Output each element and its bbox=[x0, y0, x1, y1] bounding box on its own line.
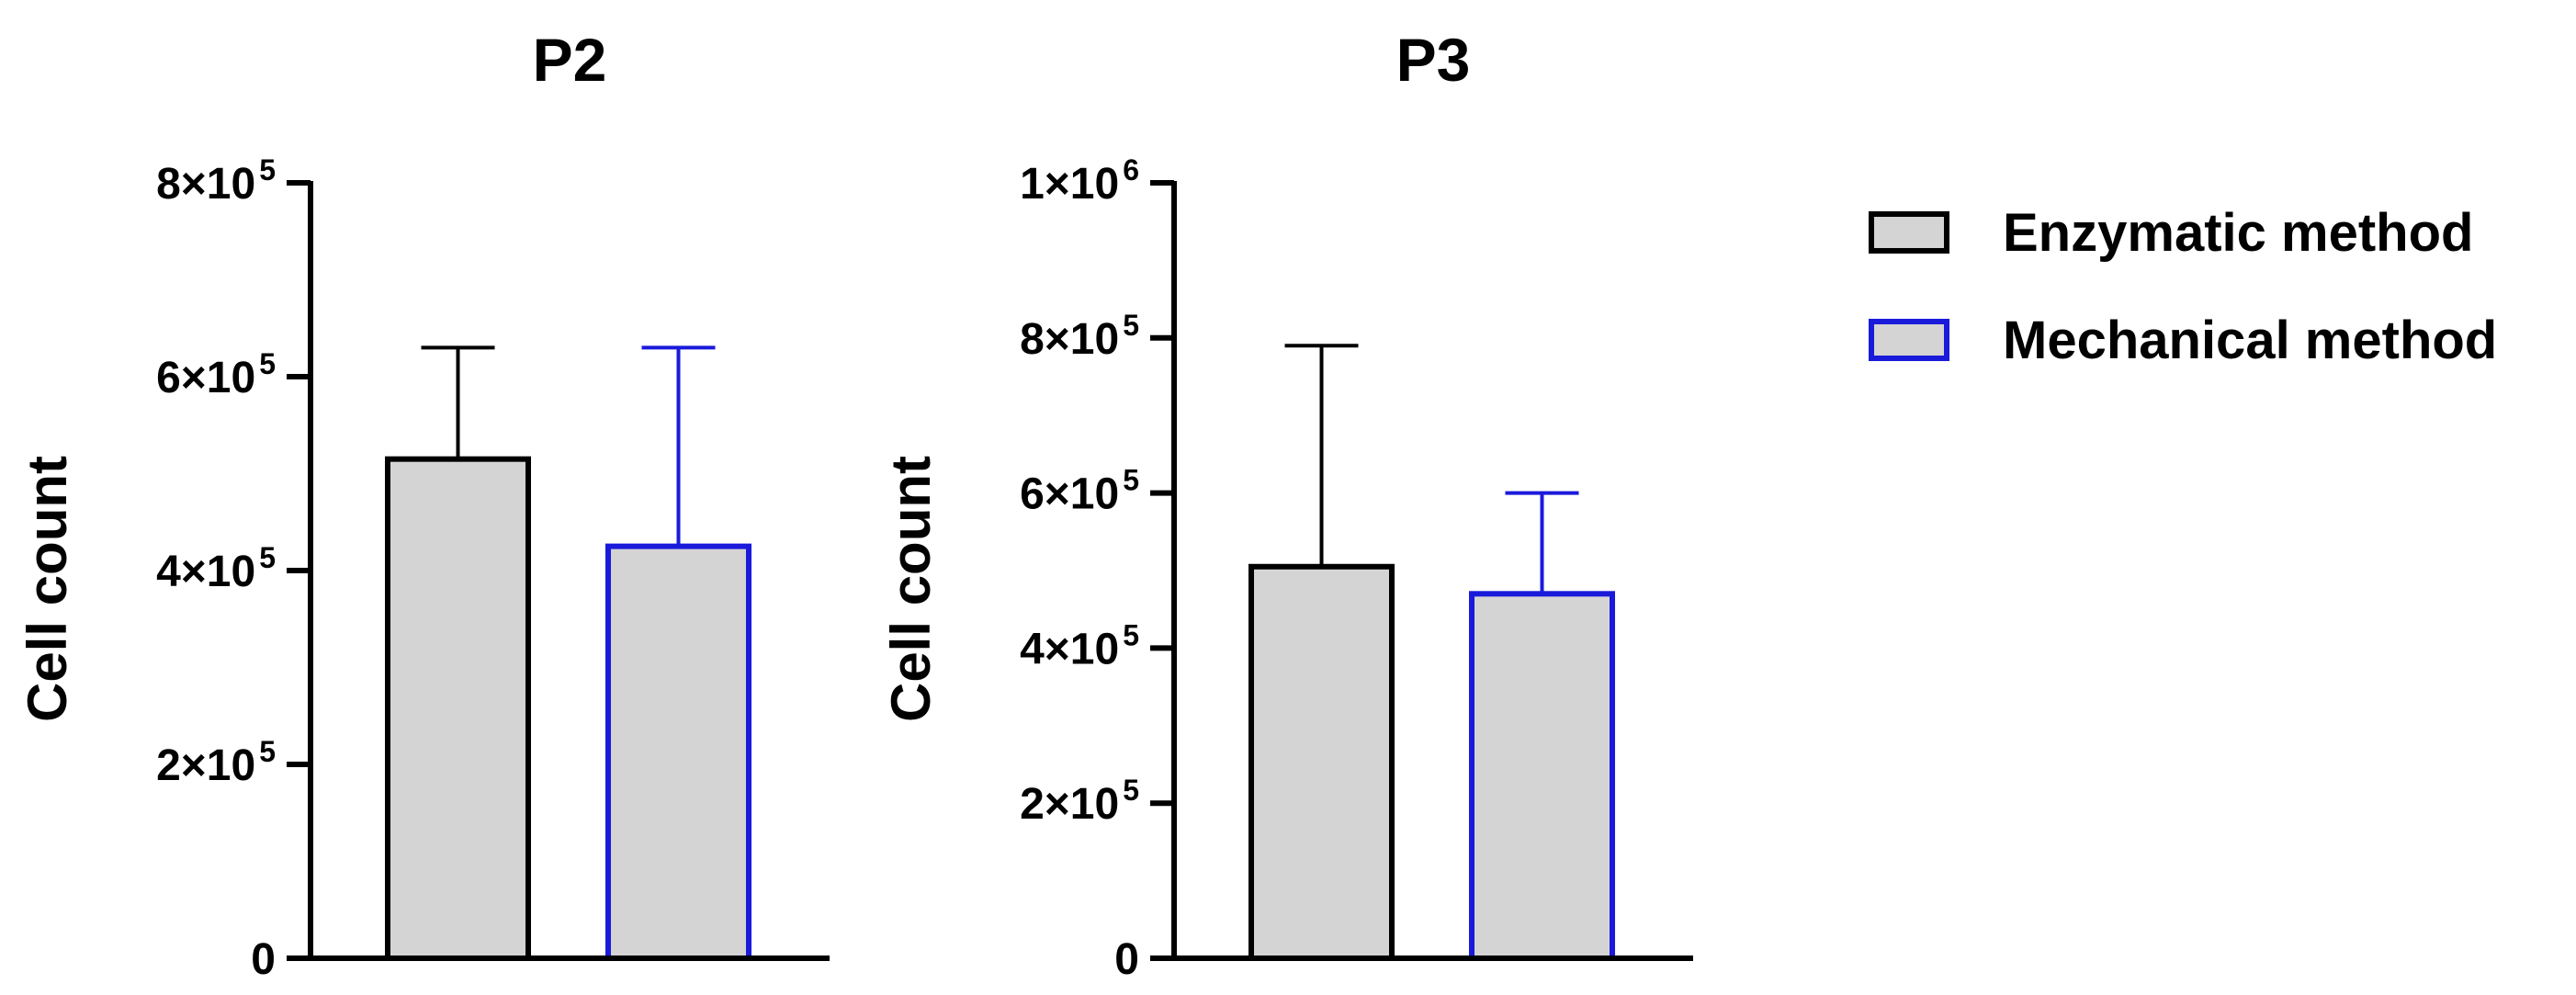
chart-p3: P3 Cell count 0 2×10 5 4×10 5 6×10 5 8×10 5 1×10 6 bbox=[880, 26, 1693, 984]
chart-p2: P2 Cell count 0 2×10 5 4×10 5 6×10 5 8×10 5 bbox=[17, 26, 830, 984]
y-tick-label: 0 bbox=[251, 935, 276, 984]
y-tick-label: 1×10 6 bbox=[1020, 153, 1139, 209]
y-tick-label: 4×10 5 bbox=[156, 541, 276, 596]
y-axis-label: Cell count bbox=[880, 456, 942, 722]
bar-enzymatic-method bbox=[1248, 563, 1395, 962]
chart-title: P2 bbox=[533, 26, 607, 94]
legend: Enzymatic method Mechanical method bbox=[1869, 203, 2497, 370]
y-tick-label: 2×10 5 bbox=[156, 735, 276, 790]
legend-swatch bbox=[1869, 211, 1949, 254]
y-tick-label: 4×10 5 bbox=[1020, 618, 1139, 673]
chart-title: P3 bbox=[1396, 26, 1471, 94]
bar-enzymatic-method bbox=[385, 456, 531, 961]
y-tick-label: 8×10 5 bbox=[1020, 309, 1139, 364]
legend-label: Enzymatic method bbox=[2003, 203, 2473, 263]
y-axis-label: Cell count bbox=[17, 456, 78, 722]
y-tick-label: 6×10 5 bbox=[156, 347, 276, 402]
legend-swatch bbox=[1869, 319, 1949, 361]
y-tick-label: 6×10 5 bbox=[1020, 464, 1139, 519]
y-tick-label: 2×10 5 bbox=[1020, 774, 1139, 829]
legend-label: Mechanical method bbox=[2003, 311, 2497, 370]
bar-mechanical-method bbox=[605, 543, 751, 961]
y-tick-label: 0 bbox=[1114, 935, 1139, 984]
bar-mechanical-method bbox=[1469, 591, 1615, 961]
y-tick-label: 8×10 5 bbox=[156, 153, 276, 209]
